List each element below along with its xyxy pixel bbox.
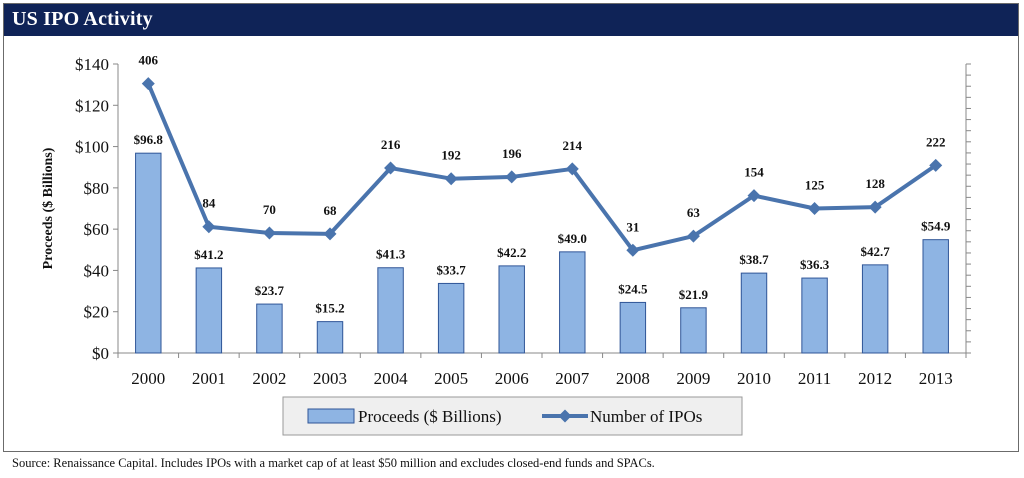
proceeds-bar: [801, 277, 828, 354]
ipo-count-marker: [929, 158, 943, 172]
proceeds-data-label: $96.8: [134, 132, 164, 147]
y-tick-label: $140: [75, 55, 109, 74]
y-tick-label: $20: [84, 303, 110, 322]
proceeds-data-label: $54.9: [921, 219, 951, 234]
ipo-count-data-label: 68: [324, 203, 338, 218]
ipo-count-marker: [262, 226, 276, 240]
ipo-count-marker: [565, 162, 579, 176]
source-note: Source: Renaissance Capital. Includes IP…: [12, 456, 655, 470]
ipo-count-marker: [626, 243, 640, 257]
proceeds-data-label: $41.2: [194, 247, 223, 262]
proceeds-bar: [861, 264, 889, 354]
x-tick-label: 2013: [919, 369, 953, 388]
ipo-count-marker: [808, 202, 822, 215]
ipo-count-marker: [505, 170, 519, 184]
legend-line-marker: [558, 409, 572, 423]
proceeds-data-label: $21.9: [679, 287, 709, 302]
proceeds-bar: [256, 303, 283, 354]
proceeds-bar: [559, 251, 586, 354]
x-tick-label: 2012: [858, 369, 892, 388]
ipo-count-data-label: 125: [805, 178, 825, 193]
ipo-count-line: 406 84 70 68 216 192 196 214 31 63 154 125 128 222: [139, 53, 946, 257]
chart-legend: Proceeds ($ Billions) Number of IPOs: [282, 396, 743, 436]
proceeds-data-label: $15.2: [315, 301, 344, 316]
legend-bar-swatch: [307, 408, 355, 424]
ipo-count-marker: [323, 227, 337, 241]
x-tick-label: 2004: [374, 369, 409, 388]
x-tick-label: 2010: [737, 369, 771, 388]
proceeds-bar: [498, 265, 525, 354]
ipo-count-data-label: 196: [502, 146, 522, 161]
ipo-count-data-label: 214: [563, 138, 583, 153]
ipo-count-data-label: 70: [263, 202, 276, 217]
page-title: US IPO Activity: [12, 8, 153, 30]
ipo-count-data-label: 406: [139, 53, 159, 68]
proceeds-data-label: $42.2: [497, 245, 526, 260]
y-axis-title: Proceeds ($ Billions): [41, 147, 56, 269]
proceeds-data-label: $42.7: [861, 244, 891, 259]
proceeds-data-label: $49.0: [558, 231, 587, 246]
ipo-count-data-label: 222: [926, 134, 946, 149]
ipo-count-data-label: 192: [441, 148, 461, 163]
y-tick-label: $80: [84, 179, 110, 198]
legend-box: [282, 396, 743, 436]
ipo-count-marker: [747, 189, 761, 203]
proceeds-bar: [922, 239, 949, 354]
x-tick-label: 2005: [434, 369, 468, 388]
y-tick-label: $40: [84, 261, 110, 280]
proceeds-bar: [680, 307, 707, 354]
proceeds-bar: [135, 152, 162, 354]
x-tick-label: 2009: [676, 369, 710, 388]
ipo-count-marker: [868, 200, 882, 214]
ipo-count-polyline: [146, 82, 937, 253]
x-tick-label: 2002: [252, 369, 286, 388]
proceeds-bar: [740, 272, 768, 354]
x-tick-label: 2006: [495, 369, 529, 388]
chart-frame: [3, 3, 1019, 452]
legend-ipo-label: Number of IPOs: [590, 407, 702, 426]
proceeds-bar: [437, 282, 465, 354]
legend-proceeds-label: Proceeds ($ Billions): [358, 407, 502, 426]
y-tick-label: $120: [75, 96, 109, 115]
proceeds-bar: [195, 267, 223, 354]
y-tick-label: $100: [75, 138, 109, 157]
ipo-count-data-label: 31: [626, 219, 639, 234]
y-tick-label: $60: [84, 220, 110, 239]
x-tick-label: 2007: [555, 369, 590, 388]
ipo-count-data-label: 63: [687, 205, 701, 220]
proceeds-data-label: $33.7: [437, 262, 467, 277]
ipo-count-marker: [384, 161, 398, 175]
y-tick-label: $0: [92, 344, 109, 363]
proceeds-data-label: $36.3: [800, 257, 830, 272]
x-tick-label: 2011: [798, 369, 831, 388]
proceeds-bar: [377, 267, 404, 354]
ipo-count-data-label: 84: [202, 196, 216, 211]
proceeds-bar: [316, 321, 344, 354]
x-tick-label: 2000: [131, 369, 165, 388]
ipo-count-data-label: 128: [865, 176, 885, 191]
ipo-count-data-label: 216: [381, 137, 401, 152]
proceeds-bar: [619, 301, 647, 354]
ipo-count-marker: [686, 229, 700, 243]
x-tick-label: 2001: [192, 369, 226, 388]
x-tick-label: 2008: [616, 369, 650, 388]
ipo-count-marker: [202, 220, 216, 234]
proceeds-bars: $96.8 $41.2 $23.7 $15.2 $41.3 $33.7 $42.2 $49.0…: [134, 132, 951, 354]
ipo-count-data-label: 154: [744, 165, 764, 180]
title-banner: US IPO Activity: [4, 4, 1018, 36]
ipo-count-marker: [141, 77, 155, 91]
proceeds-data-label: $41.3: [376, 247, 406, 262]
ipo-count-marker: [444, 172, 458, 186]
x-tick-label: 2003: [313, 369, 347, 388]
proceeds-data-label: $23.7: [255, 283, 285, 298]
proceeds-data-label: $38.7: [739, 252, 769, 267]
proceeds-data-label: $24.5: [618, 281, 648, 296]
